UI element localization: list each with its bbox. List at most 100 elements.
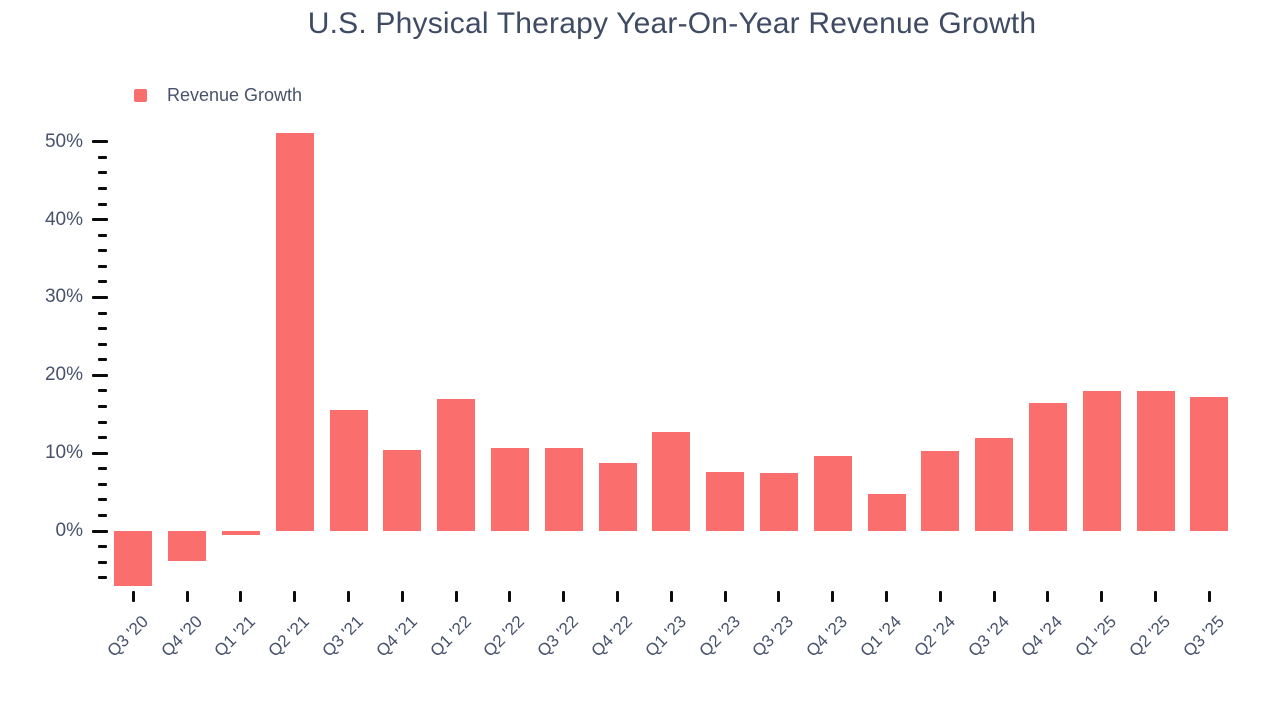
- x-axis-label: Q2 '25: [1125, 612, 1174, 661]
- bar: [383, 450, 422, 531]
- y-axis-minor-tick: [98, 280, 107, 284]
- bar: [221, 531, 260, 535]
- x-axis-label: Q1 '24: [856, 612, 905, 661]
- x-axis-tick: [777, 591, 781, 602]
- bar: [490, 447, 529, 531]
- y-axis-major-tick: [92, 529, 108, 533]
- bar: [437, 398, 476, 531]
- x-axis-label: Q2 '24: [910, 612, 959, 661]
- x-axis-tick: [1046, 591, 1050, 602]
- y-axis-minor-tick: [98, 404, 107, 408]
- bar: [114, 531, 153, 587]
- x-axis-tick: [885, 591, 888, 602]
- bar: [1190, 397, 1229, 531]
- bar: [168, 531, 207, 562]
- y-axis-label: 0%: [55, 520, 83, 541]
- bar: [1028, 403, 1067, 531]
- x-axis-label: Q4 '20: [157, 612, 206, 661]
- y-axis-major-tick: [92, 295, 108, 299]
- x-axis-label: Q2 '23: [695, 612, 744, 661]
- bar: [329, 410, 368, 531]
- bar: [275, 133, 314, 531]
- y-axis-minor-tick: [98, 249, 107, 253]
- y-axis-minor-tick: [98, 327, 107, 331]
- y-axis-label: 40%: [44, 208, 83, 230]
- y-axis-label: 30%: [44, 286, 83, 308]
- x-axis-tick: [185, 591, 189, 602]
- bar: [813, 456, 852, 531]
- x-axis-label: Q2 '22: [479, 612, 529, 661]
- y-axis-major-tick: [92, 373, 108, 377]
- bar: [598, 462, 637, 531]
- x-axis-label: Q3 '22: [533, 612, 583, 661]
- bar: [921, 450, 960, 531]
- x-axis-tick: [616, 591, 619, 602]
- bar: [544, 447, 583, 531]
- y-axis-minor-tick: [98, 202, 107, 206]
- x-axis-tick: [1207, 591, 1211, 602]
- bar: [652, 432, 691, 531]
- y-axis-minor-tick: [98, 171, 107, 175]
- x-axis-tick: [992, 591, 996, 602]
- y-axis-minor-tick: [98, 436, 107, 440]
- x-axis-tick: [400, 591, 404, 602]
- bar: [1082, 390, 1121, 531]
- x-axis-label: Q3 '20: [103, 612, 152, 661]
- x-axis-tick: [131, 591, 135, 602]
- y-axis-minor-tick: [98, 467, 107, 471]
- y-axis-major-tick: [92, 140, 108, 144]
- x-axis-tick: [454, 591, 458, 602]
- x-axis-label: Q1 '25: [1071, 612, 1121, 661]
- y-axis-minor-tick: [98, 342, 107, 346]
- x-axis-tick: [239, 591, 243, 602]
- y-axis-minor-tick: [98, 420, 107, 424]
- x-axis-label: Q1 '23: [641, 612, 690, 661]
- y-axis-label: 10%: [44, 442, 83, 464]
- y-axis-minor-tick: [98, 358, 107, 362]
- y-axis-label: 20%: [44, 364, 83, 386]
- x-axis-tick: [293, 591, 297, 602]
- y-axis-minor-tick: [98, 389, 107, 393]
- bar: [975, 438, 1014, 531]
- y-axis-minor-tick: [98, 498, 107, 502]
- x-axis-tick: [508, 591, 512, 602]
- x-axis-label: Q3 '23: [748, 612, 798, 661]
- x-axis-tick: [562, 591, 566, 602]
- x-axis-label: Q1 '21: [210, 612, 260, 661]
- x-axis-label: Q4 '23: [802, 612, 852, 661]
- bar: [759, 473, 798, 531]
- bar: [1136, 390, 1175, 531]
- x-axis-tick: [723, 591, 727, 602]
- chart-title: U.S. Physical Therapy Year-On-Year Reven…: [307, 7, 1037, 40]
- y-axis-minor-tick: [98, 155, 107, 159]
- x-axis-tick: [347, 591, 350, 602]
- x-axis-label: Q4 '22: [587, 612, 636, 661]
- x-axis-label: Q3 '21: [318, 612, 367, 661]
- y-axis-label: 50%: [44, 130, 83, 152]
- bar: [867, 494, 906, 531]
- y-axis-minor-tick: [98, 545, 107, 549]
- x-axis-label: Q2 '21: [264, 612, 314, 661]
- y-axis-minor-tick: [98, 576, 107, 580]
- legend-label: Revenue Growth: [167, 84, 303, 105]
- x-axis-tick: [1154, 591, 1157, 602]
- y-axis-minor-tick: [98, 560, 107, 564]
- x-axis-tick: [831, 591, 835, 602]
- x-axis-label: Q1 '22: [426, 612, 475, 661]
- x-axis-label: Q4 '21: [372, 612, 421, 661]
- x-axis-tick: [938, 591, 942, 602]
- x-axis-label: Q4 '24: [1017, 612, 1067, 661]
- y-axis-minor-tick: [98, 513, 107, 517]
- y-axis-minor-tick: [98, 482, 107, 486]
- bar: [706, 471, 745, 531]
- y-axis-minor-tick: [98, 186, 107, 190]
- x-axis-tick: [1100, 591, 1104, 602]
- y-axis-minor-tick: [98, 264, 107, 268]
- y-axis-major-tick: [92, 218, 108, 222]
- x-axis-label: Q3 '24: [964, 612, 1013, 661]
- x-axis-label: Q3 '25: [1179, 612, 1228, 661]
- legend-swatch: [134, 88, 147, 102]
- x-axis-tick: [669, 591, 673, 602]
- y-axis-minor-tick: [98, 233, 107, 237]
